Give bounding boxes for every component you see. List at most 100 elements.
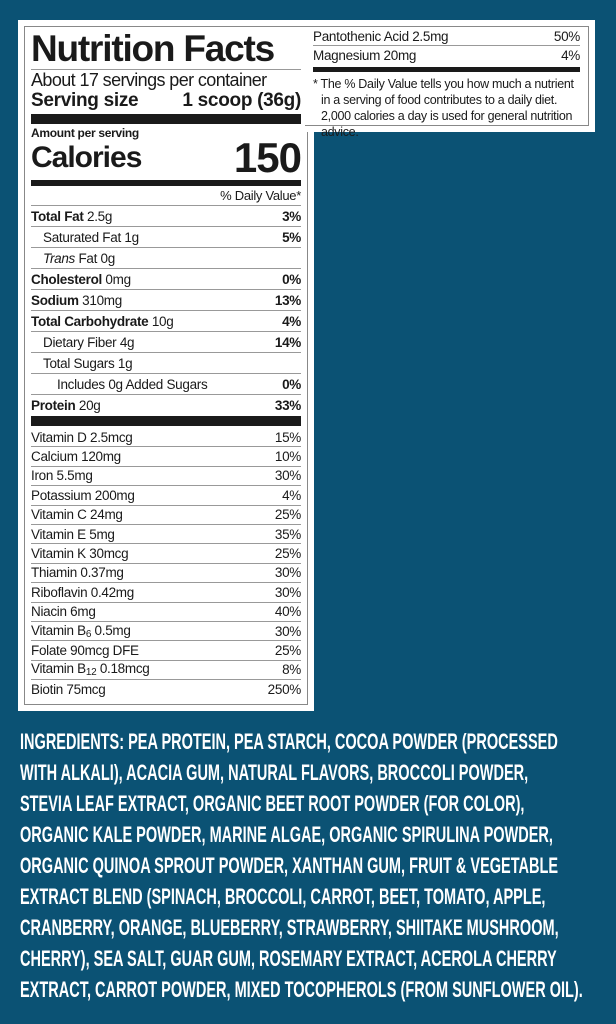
vitamin-label: Magnesium 20mg bbox=[313, 48, 416, 63]
vitamin-name: Iron 5.5mg bbox=[31, 468, 93, 484]
nutrient-name: Total Carbohydrate bbox=[31, 313, 149, 329]
nutrient-name: Saturated Fat bbox=[43, 229, 121, 245]
ingredients-line: EXTRACT, CARROT POWDER, MIXED TOCOPHEROL… bbox=[20, 977, 583, 1002]
vitamin-name: Folate 90mcg DFE bbox=[31, 642, 139, 658]
nutrient-label: Saturated Fat 1g bbox=[31, 230, 139, 245]
calories-label: Calories bbox=[31, 141, 142, 174]
vitamin-name: Vitamin D 2.5mcg bbox=[31, 429, 133, 445]
vitamin-daily-value: 4% bbox=[282, 487, 301, 503]
nutrient-label: Cholesterol 0mg bbox=[31, 272, 131, 287]
vitamin-amount: 0.5mg bbox=[94, 622, 131, 638]
nutrient-name: Cholesterol bbox=[31, 271, 102, 287]
nutrient-daily-value: 3% bbox=[282, 208, 301, 224]
vitamin-label: Calcium 120mg bbox=[31, 449, 121, 464]
nutrient-daily-value: 4% bbox=[282, 313, 301, 329]
nutrient-row: Cholesterol 0mg 0% bbox=[31, 268, 301, 289]
nutrient-daily-value: 33% bbox=[274, 397, 301, 413]
nutrient-label: Total Fat 2.5g bbox=[31, 209, 112, 224]
vitamin-daily-value: 30% bbox=[274, 584, 301, 600]
nutrient-row: Total Fat 2.5g 3% bbox=[31, 205, 301, 226]
vitamin-label: Riboflavin 0.42mg bbox=[31, 585, 134, 600]
daily-value-footnote: * The % Daily Value tells you how much a… bbox=[313, 76, 574, 139]
vitamin-name: Pantothenic Acid 2.5mg bbox=[313, 28, 449, 44]
vitamin-daily-value: 30% bbox=[274, 468, 301, 484]
calories-value: 150 bbox=[233, 134, 302, 181]
calories-row: Calories 150 bbox=[31, 134, 302, 181]
vitamin-label: Niacin 6mg bbox=[31, 604, 96, 619]
nutrient-name: Includes 0g Added Sugars bbox=[57, 376, 208, 392]
nutrient-amount: Fat 0g bbox=[78, 250, 115, 266]
ingredients-line: ORGANIC QUINOA SPROUT POWDER, XANTHAN GU… bbox=[20, 853, 559, 878]
vitamin-name: Vitamin B bbox=[31, 661, 86, 677]
divider bbox=[31, 69, 301, 70]
vitamin-daily-value: 8% bbox=[282, 662, 301, 678]
nutrition-facts-panel: Nutrition Facts About 17 servings per co… bbox=[18, 20, 314, 711]
vitamin-name: Vitamin B bbox=[31, 622, 86, 638]
vitamin-name: Vitamin E 5mg bbox=[31, 526, 115, 542]
serving-size-value: 1 scoop (36g) bbox=[182, 90, 301, 111]
nutrient-row: Protein 20g 33% bbox=[31, 394, 301, 415]
vitamin-name: Biotin 75mcg bbox=[31, 681, 106, 697]
ingredients-line: CHERRY), SEA SALT, GUAR GUM, ROSEMARY EX… bbox=[20, 946, 557, 971]
ingredients-line: CRANBERRY, ORANGE, BLUEBERRY, STRAWBERRY… bbox=[20, 915, 559, 940]
nutrient-amount: 1g bbox=[117, 355, 133, 371]
nutrient-label: Protein 20g bbox=[31, 397, 101, 413]
vitamin-subscript: 6 bbox=[85, 628, 92, 640]
vitamin-row: Vitamin D 2.5mcg 15% bbox=[31, 428, 301, 446]
ingredients-line: EXTRACT BLEND (SPINACH, BROCCOLI, CARROT… bbox=[20, 884, 546, 909]
vitamin-name: Calcium 120mg bbox=[31, 449, 121, 465]
nutrient-name: Total Fat bbox=[31, 208, 84, 224]
nutrient-name: Total Sugars bbox=[43, 355, 115, 371]
vitamin-label: Vitamin D 2.5mcg bbox=[31, 430, 133, 445]
vitamin-label: Vitamin C 24mg bbox=[31, 507, 123, 522]
vitamin-daily-value: 25% bbox=[274, 642, 301, 658]
vitamin-row: Magnesium 20mg 4% bbox=[313, 45, 580, 64]
nutrient-amount: 1g bbox=[124, 229, 139, 245]
serving-size-label: Serving size bbox=[31, 90, 139, 111]
nutrition-facts-title: Nutrition Facts bbox=[31, 28, 275, 69]
ingredients-text: INGREDIENTS: PEA PROTEIN, PEA STARCH, CO… bbox=[20, 726, 600, 1005]
vitamin-label: Folate 90mcg DFE bbox=[31, 643, 139, 658]
vitamin-row: Vitamin B6 0.5mg 30% bbox=[31, 620, 301, 640]
vitamin-daily-value: 50% bbox=[553, 28, 580, 44]
vitamin-name: Vitamin K 30mcg bbox=[31, 546, 129, 562]
servings-per-container: About 17 servings per container bbox=[31, 70, 267, 90]
vitamin-row: Riboflavin 0.42mg 30% bbox=[31, 582, 301, 601]
nutrition-facts-continued-panel: Pantothenic Acid 2.5mg 50% Magnesium 20mg 4… bbox=[305, 20, 595, 139]
nutrient-row: Dietary Fiber 4g 14% bbox=[31, 331, 301, 352]
nutrient-row: Total Carbohydrate 10g 4% bbox=[31, 310, 301, 331]
vitamin-row: Vitamin B12 0.18mcg 8% bbox=[31, 659, 301, 679]
vitamin-amount: 0.18mcg bbox=[99, 661, 150, 677]
vitamin-subscript: 12 bbox=[85, 667, 97, 679]
vitamin-row: Iron 5.5mg 30% bbox=[31, 465, 301, 485]
vitamin-row: Niacin 6mg 40% bbox=[31, 601, 301, 621]
vitamin-label: Vitamin E 5mg bbox=[31, 527, 115, 542]
nutrient-amount: 2.5g bbox=[87, 208, 113, 224]
vitamin-daily-value: 4% bbox=[561, 48, 580, 64]
vitamin-daily-value: 25% bbox=[274, 546, 301, 562]
vitamin-daily-value: 250% bbox=[267, 681, 302, 697]
vitamin-name: Magnesium 20mg bbox=[313, 48, 417, 64]
vitamin-name: Potassium 200mg bbox=[31, 487, 135, 503]
ingredients-line: STEVIA LEAF EXTRACT, ORGANIC BEET ROOT P… bbox=[20, 791, 525, 816]
vitamin-label: Pantothenic Acid 2.5mg bbox=[313, 28, 449, 44]
nutrient-label: Trans Fat 0g bbox=[31, 251, 115, 266]
nutrient-label: Dietary Fiber 4g bbox=[31, 334, 135, 350]
vitamin-label: Vitamin K 30mcg bbox=[31, 546, 129, 562]
vitamin-row: Biotin 75mcg 250% bbox=[31, 679, 301, 698]
vitamin-row: Folate 90mcg DFE 25% bbox=[31, 640, 301, 659]
vitamin-daily-value: 30% bbox=[274, 565, 301, 581]
vitamin-name: Thiamin 0.37mg bbox=[31, 565, 124, 581]
vitamin-name: Niacin 6mg bbox=[31, 604, 96, 620]
nutrient-amount: 310mg bbox=[82, 292, 122, 308]
nutrient-row: Sodium 310mg 13% bbox=[31, 289, 301, 310]
vitamin-row: Calcium 120mg 10% bbox=[31, 446, 301, 465]
nutrient-label: Includes 0g Added Sugars bbox=[31, 376, 208, 392]
nutrient-amount: 20g bbox=[78, 397, 101, 413]
ingredients-line: WITH ALKALI), ACACIA GUM, NATURAL FLAVOR… bbox=[20, 760, 529, 785]
nutrient-amount: 4g bbox=[119, 334, 135, 350]
vitamin-row: Potassium 200mg 4% bbox=[31, 485, 301, 504]
vitamin-label: Vitamin B12 0.18mcg bbox=[31, 661, 150, 678]
nutrient-name: Protein bbox=[31, 397, 76, 413]
vitamin-label: Vitamin B6 0.5mg bbox=[31, 623, 131, 640]
